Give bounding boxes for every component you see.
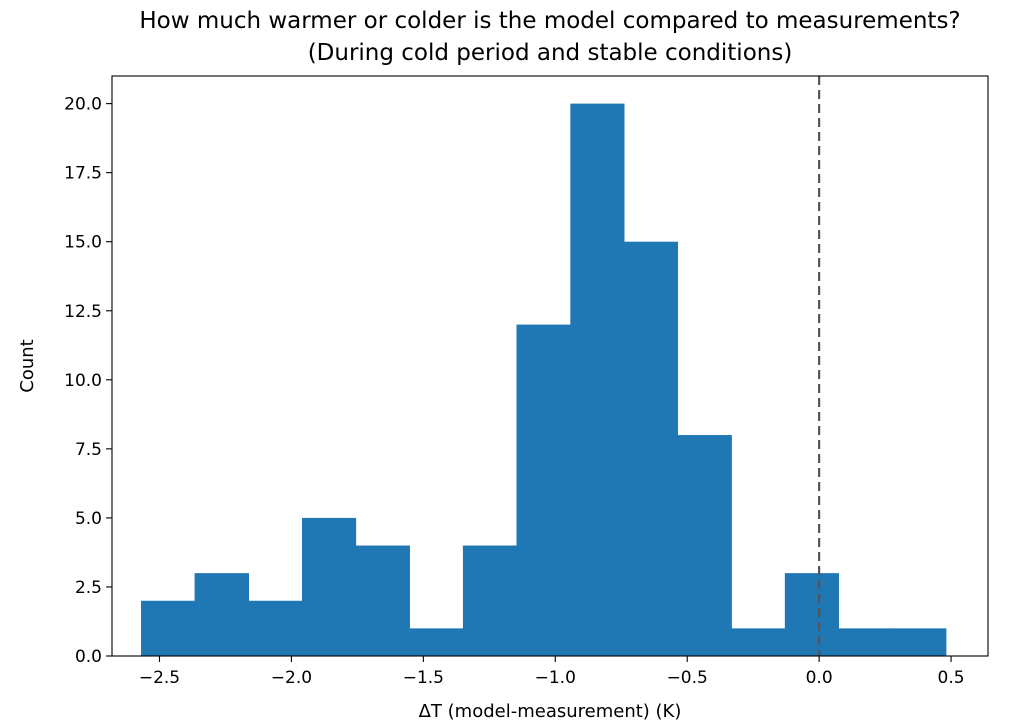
x-tick-label: −0.5: [667, 668, 708, 688]
y-tick-label: 17.5: [64, 164, 102, 184]
histogram-bar: [141, 600, 196, 656]
x-tick-label: 0.0: [806, 668, 833, 688]
histogram-bar: [194, 573, 250, 656]
histogram-bar: [248, 600, 303, 656]
y-axis-ticks: 0.0 2.5 5.0 7.5 10.0 12.5 15.0 17.5 20.0: [64, 95, 112, 667]
y-tick-label: 7.5: [75, 440, 102, 460]
histogram-bar: [838, 628, 893, 656]
histogram-bar: [516, 324, 571, 656]
histogram-bar: [677, 435, 732, 656]
x-tick-label: −1.0: [535, 668, 576, 688]
histogram-bar: [462, 545, 518, 656]
y-tick-label: 20.0: [64, 95, 102, 115]
histogram-bar: [355, 545, 410, 656]
histogram-bar: [892, 628, 947, 656]
y-tick-label: 5.0: [75, 509, 102, 529]
y-tick-label: 2.5: [75, 578, 102, 598]
x-axis-label: ΔT (model-measurement) (K): [419, 701, 682, 722]
histogram-bar: [731, 628, 786, 656]
y-tick-label: 10.0: [64, 371, 102, 391]
x-axis-ticks: −2.5 −2.0 −1.5 −1.0 −0.5 0.0 0.5: [139, 656, 965, 688]
y-tick-label: 12.5: [64, 302, 102, 322]
y-tick-label: 0.0: [75, 647, 102, 667]
histogram-bar: [623, 241, 679, 656]
bars-layer: [141, 103, 947, 657]
histogram-bar: [301, 517, 357, 656]
plot-frame: [111, 75, 989, 657]
chart-title-line-2: (During cold period and stable condition…: [308, 40, 793, 66]
chart-title-line-1: How much warmer or colder is the model c…: [139, 8, 960, 34]
x-tick-label: 0.5: [938, 668, 965, 688]
y-axis-label: Count: [17, 339, 38, 392]
histogram-bar: [784, 573, 839, 656]
histogram-bar: [409, 628, 464, 656]
x-tick-label: −2.5: [139, 668, 180, 688]
x-tick-label: −1.5: [403, 668, 444, 688]
y-tick-label: 15.0: [64, 233, 102, 253]
histogram-bar: [570, 103, 625, 657]
x-tick-label: −2.0: [271, 668, 312, 688]
